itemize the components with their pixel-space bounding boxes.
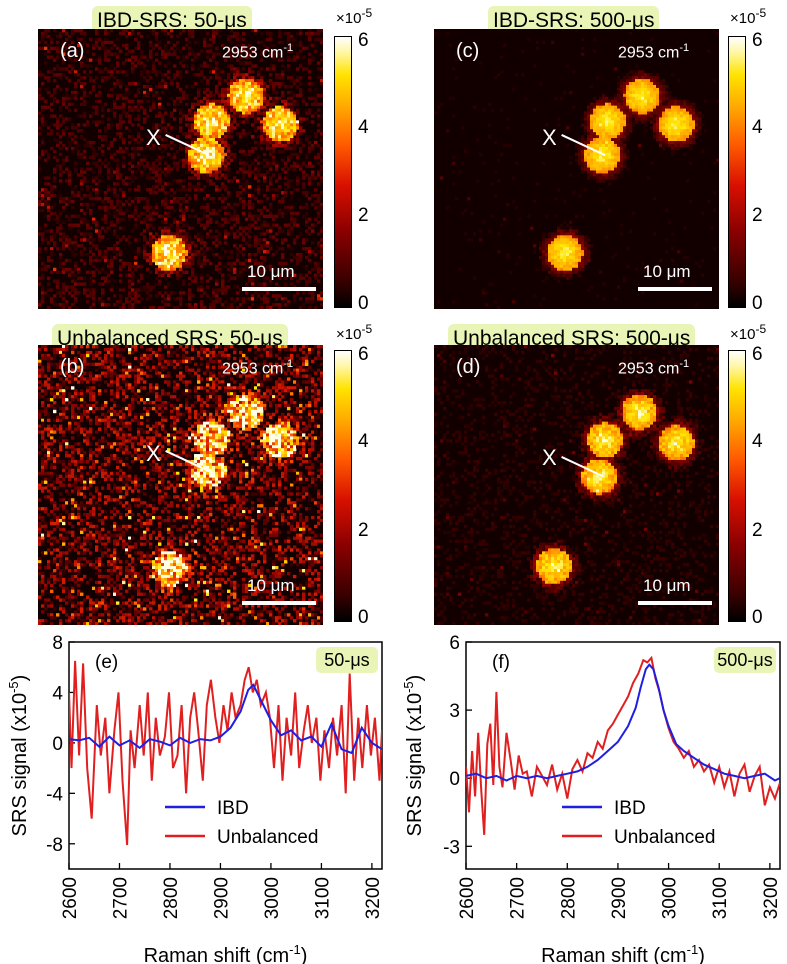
- scale-bar-label: 10 μm: [247, 262, 295, 281]
- y-tick-label: 0: [52, 734, 63, 755]
- legend-label-unbalanced: Unbalanced: [217, 827, 318, 848]
- marker-x: X: [542, 445, 557, 470]
- legend-label-unbalanced: Unbalanced: [614, 827, 715, 848]
- y-tick-label: -8: [46, 835, 63, 856]
- image-panel-d: [434, 345, 719, 625]
- y-tick-label: 3: [449, 701, 460, 722]
- y-tick-label: 8: [52, 633, 63, 654]
- y-tick-label: -4: [46, 784, 63, 805]
- panel-label: (c): [456, 40, 480, 62]
- colorbar-tick: 6: [752, 30, 763, 51]
- x-tick-label: 3000: [262, 877, 283, 919]
- y-tick-label: 6: [449, 633, 460, 654]
- colorbar-tick: 0: [752, 293, 763, 314]
- y-axis-label: SRS signal (x10-5): [6, 675, 31, 837]
- marker-x: X: [146, 441, 161, 466]
- scale-bar: [638, 287, 712, 291]
- panel-label: (b): [60, 356, 85, 378]
- x-tick-label: 2600: [60, 877, 81, 919]
- wavenumber-label: 2953 cm-1: [618, 42, 690, 62]
- timing-badge: 50-μs: [324, 650, 369, 670]
- x-tick-label: 2900: [211, 877, 232, 919]
- spectrum-chart-f: -3 0 3 6 2600 2700 2800 2900 3000 3100 3200 (f) 500-…: [401, 633, 782, 964]
- wavenumber-label: 2953 cm-1: [222, 42, 294, 62]
- colorbar-tick: 6: [358, 30, 369, 51]
- colorbar-tick: 6: [358, 344, 369, 365]
- colorbar: [728, 36, 746, 308]
- scale-bar-label: 10 μm: [643, 576, 691, 595]
- x-axis-label: Raman shift (cm-1): [541, 942, 705, 964]
- x-tick-label: 2700: [508, 877, 529, 919]
- image-panel-b: [38, 345, 323, 625]
- x-tick-label: 3200: [363, 877, 384, 919]
- chart-panel-label: (f): [492, 652, 510, 673]
- series-line-ibd: [69, 683, 382, 755]
- colorbar-tick: 4: [358, 431, 369, 452]
- colorbar-exponent: ×10-5: [336, 6, 373, 27]
- colorbar-tick: 4: [358, 117, 369, 138]
- scale-bar-label: 10 μm: [643, 262, 691, 281]
- series-line-unbalanced: [69, 660, 382, 846]
- legend-label-ibd: IBD: [217, 798, 249, 819]
- x-tick-label: 2600: [457, 877, 478, 919]
- colorbar-tick: 2: [358, 205, 369, 226]
- x-tick-label: 3100: [710, 877, 731, 919]
- colorbar-tick: 4: [752, 117, 763, 138]
- colorbar-exponent: ×10-5: [730, 322, 767, 343]
- scale-bar: [242, 601, 316, 605]
- panel-label: (a): [60, 40, 85, 62]
- x-tick-label: 2800: [161, 877, 182, 919]
- legend-label-ibd: IBD: [614, 798, 646, 819]
- series-line-ibd: [466, 663, 780, 782]
- chart-panel-label: (e): [95, 652, 118, 673]
- colorbar-tick: 2: [752, 520, 763, 541]
- spectrum-chart-e: -8 -4 0 4 8 2600 2700 2800 2900 3000 3100 3200 (e) 50…: [6, 633, 384, 964]
- x-tick-label: 2900: [609, 877, 630, 919]
- colorbar-tick: 0: [358, 607, 369, 628]
- panel-label: (d): [456, 356, 481, 378]
- wavenumber-label: 2953 cm-1: [618, 358, 690, 378]
- y-tick-label: 0: [449, 769, 460, 790]
- image-map: [434, 345, 719, 625]
- x-tick-label: 3200: [761, 877, 782, 919]
- image-map: [38, 29, 323, 309]
- colorbar-exponent: ×10-5: [730, 6, 767, 27]
- wavenumber-label: 2953 cm-1: [222, 358, 294, 378]
- image-map: [38, 345, 323, 625]
- x-axis-label: Raman shift (cm-1): [144, 942, 308, 964]
- colorbar: [334, 36, 352, 308]
- scale-bar-label: 10 μm: [247, 576, 295, 595]
- x-tick-label: 2700: [110, 877, 131, 919]
- colorbar-tick: 4: [752, 431, 763, 452]
- plot-frame: [465, 641, 781, 870]
- colorbar-tick: 0: [358, 293, 369, 314]
- colorbar-exponent: ×10-5: [336, 322, 373, 343]
- timing-badge: 500-μs: [717, 650, 772, 670]
- colorbar-tick: 0: [752, 607, 763, 628]
- badge-background: [714, 647, 776, 673]
- y-tick-label: 4: [52, 683, 63, 704]
- colorbar-tick: 2: [752, 205, 763, 226]
- y-tick-label: -3: [443, 837, 460, 858]
- y-axis-label: SRS signal (x10-5): [401, 675, 426, 837]
- image-panel-a: [38, 29, 323, 309]
- colorbar-tick: 6: [752, 344, 763, 365]
- colorbar: [728, 350, 746, 622]
- badge-background: [316, 647, 378, 673]
- marker-x: X: [542, 125, 557, 150]
- scale-bar: [638, 601, 712, 605]
- x-tick-label: 3000: [660, 877, 681, 919]
- x-tick-label: 2800: [558, 877, 579, 919]
- marker-x: X: [146, 125, 161, 150]
- colorbar: [334, 350, 352, 622]
- colorbar-tick: 2: [358, 520, 369, 541]
- x-tick-label: 3100: [312, 877, 333, 919]
- plot-frame: [68, 641, 383, 870]
- image-panel-c: [434, 29, 719, 309]
- scale-bar: [242, 287, 316, 291]
